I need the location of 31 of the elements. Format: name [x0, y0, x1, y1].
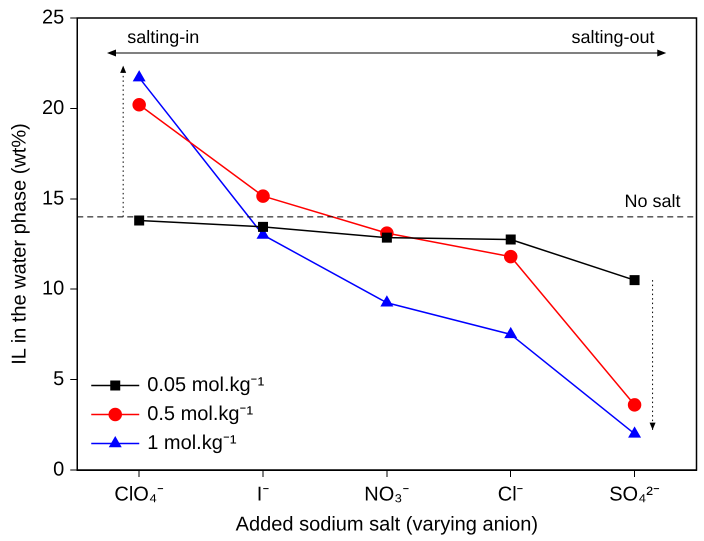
x-tick-label: SO₄²⁻ — [609, 484, 660, 506]
x-tick-label: NO₃⁻ — [364, 484, 410, 506]
x-tick-label: I⁻ — [256, 484, 270, 506]
point — [134, 216, 144, 226]
point — [256, 189, 270, 203]
legend-label: 1 mol.kg⁻¹ — [147, 432, 237, 454]
y-tick-label: 20 — [42, 96, 64, 119]
point — [506, 234, 516, 244]
point — [504, 328, 517, 338]
y-tick-label: 0 — [53, 458, 64, 481]
y-tick-label: 15 — [42, 187, 64, 210]
legend-label: 0.5 mol.kg⁻¹ — [147, 403, 254, 426]
point — [628, 398, 642, 412]
y-tick-label: 5 — [53, 368, 64, 390]
y-axis-title: IL in the water phase (wt%) — [8, 123, 31, 365]
x-axis-title: Added sodium salt (varying anion) — [236, 514, 538, 536]
point — [630, 275, 640, 286]
y-tick-label: 10 — [42, 278, 64, 300]
annotation: salting-out — [571, 26, 654, 47]
ref-line-label: No salt — [624, 190, 680, 211]
legend-label: 0.05 mol.kg⁻¹ — [147, 374, 265, 396]
y-tick-label: 25 — [42, 6, 64, 29]
point — [382, 232, 392, 243]
x-tick-label: ClO₄⁻ — [114, 484, 164, 506]
point — [380, 296, 393, 307]
point — [504, 250, 518, 264]
annotation: salting-in — [127, 26, 200, 47]
x-tick-label: Cl⁻ — [498, 484, 524, 506]
point — [132, 98, 146, 112]
point — [628, 427, 641, 438]
point — [258, 222, 268, 232]
